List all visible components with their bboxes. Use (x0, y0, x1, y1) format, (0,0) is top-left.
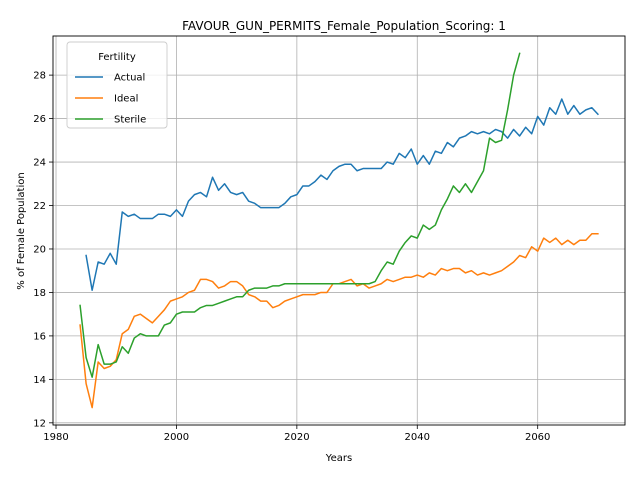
legend-title: Fertility (98, 52, 136, 63)
x-tick-label: 1980 (43, 432, 68, 443)
x-tick-label: 2060 (525, 432, 550, 443)
legend-entry-actual: Actual (75, 73, 145, 84)
y-axis-title: % of Female Population (16, 172, 27, 289)
series-line-sterile (79, 52, 521, 378)
chart-title: FAVOUR_GUN_PERMITS_Female_Population_Sco… (182, 19, 506, 33)
y-tick-label: 26 (33, 114, 46, 125)
x-tick-label: 2000 (164, 432, 189, 443)
legend-label: Sterile (114, 115, 146, 126)
y-tick-label: 14 (33, 375, 46, 386)
y-tick-label: 22 (33, 201, 46, 212)
y-tick-label: 16 (33, 331, 46, 342)
x-tick-label: 2040 (405, 432, 430, 443)
y-tick-label: 20 (33, 244, 46, 255)
legend-label: Ideal (114, 94, 138, 105)
legend-label: Actual (114, 73, 145, 84)
legend-box (66, 41, 168, 129)
plot-frame (52, 35, 626, 426)
x-tick-label: 2020 (284, 432, 309, 443)
y-tick-label: 12 (33, 418, 46, 429)
y-tick-label: 24 (33, 158, 46, 169)
axis-ticks: 1980 2000 2020 2040 2060 12 14 16 18 20 22 24 26 28 (33, 71, 550, 443)
legend-entry-sterile: Sterile (75, 115, 146, 126)
series-lines (79, 52, 599, 409)
y-tick-label: 28 (33, 71, 46, 82)
legend-entry-ideal: Ideal (75, 94, 138, 105)
legend: Fertility Actual Ideal Sterile (66, 41, 168, 129)
y-tick-label: 18 (33, 288, 46, 299)
legend-entries: Actual Ideal Sterile (75, 73, 146, 126)
x-axis-title: Years (325, 453, 352, 464)
series-line-actual (85, 98, 599, 292)
